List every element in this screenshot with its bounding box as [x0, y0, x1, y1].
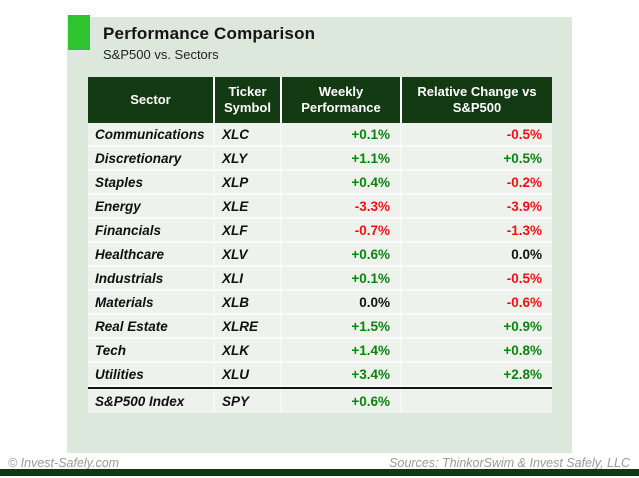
- ticker-symbol: XLB: [215, 291, 282, 313]
- relative-change-value: +0.8%: [402, 339, 552, 361]
- ticker-symbol: XLC: [215, 123, 282, 145]
- sector-name: Discretionary: [88, 147, 215, 169]
- weekly-performance-value: +0.4%: [282, 171, 402, 193]
- table-header-row: Sector Ticker Symbol Weekly Performance …: [88, 77, 552, 123]
- table-row: Discretionary XLY +1.1% +0.5%: [88, 147, 552, 171]
- table-row: Energy XLE -3.3% -3.9%: [88, 195, 552, 219]
- weekly-performance-value: -0.7%: [282, 219, 402, 241]
- relative-change-value: -0.6%: [402, 291, 552, 313]
- weekly-performance-value: +1.4%: [282, 339, 402, 361]
- sector-name: Tech: [88, 339, 215, 361]
- table-row: Staples XLP +0.4% -0.2%: [88, 171, 552, 195]
- table-row: Materials XLB 0.0% -0.6%: [88, 291, 552, 315]
- page-subtitle: S&P500 vs. Sectors: [103, 47, 219, 62]
- weekly-performance-value: +0.6%: [282, 389, 402, 413]
- sector-name: Materials: [88, 291, 215, 313]
- ticker-symbol: XLRE: [215, 315, 282, 337]
- sector-name: Communications: [88, 123, 215, 145]
- sector-name: Industrials: [88, 267, 215, 289]
- ticker-symbol: XLF: [215, 219, 282, 241]
- sector-name: Staples: [88, 171, 215, 193]
- performance-table: Sector Ticker Symbol Weekly Performance …: [88, 77, 552, 413]
- column-header-relative: Relative Change vs S&P500: [402, 77, 552, 123]
- relative-change-value: -1.3%: [402, 219, 552, 241]
- green-accent-square: [68, 15, 90, 50]
- relative-change-value: +2.8%: [402, 363, 552, 385]
- relative-change-value: [402, 389, 552, 413]
- ticker-symbol: XLU: [215, 363, 282, 385]
- table-row: Communications XLC +0.1% -0.5%: [88, 123, 552, 147]
- relative-change-value: -0.5%: [402, 267, 552, 289]
- relative-change-value: -3.9%: [402, 195, 552, 217]
- sector-name: Utilities: [88, 363, 215, 385]
- relative-change-value: -0.5%: [402, 123, 552, 145]
- weekly-performance-value: +1.5%: [282, 315, 402, 337]
- column-header-ticker: Ticker Symbol: [215, 77, 282, 123]
- sector-name: S&P500 Index: [88, 389, 215, 413]
- table-row-sp500-index: S&P500 Index SPY +0.6%: [88, 387, 552, 413]
- relative-change-value: +0.5%: [402, 147, 552, 169]
- sector-name: Energy: [88, 195, 215, 217]
- column-header-sector: Sector: [88, 77, 215, 123]
- sector-name: Real Estate: [88, 315, 215, 337]
- table-row: Tech XLK +1.4% +0.8%: [88, 339, 552, 363]
- ticker-symbol: SPY: [215, 389, 282, 413]
- weekly-performance-value: +3.4%: [282, 363, 402, 385]
- table-row: Industrials XLI +0.1% -0.5%: [88, 267, 552, 291]
- weekly-performance-value: 0.0%: [282, 291, 402, 313]
- ticker-symbol: XLY: [215, 147, 282, 169]
- sources-text: Sources: ThinkorSwim & Invest Safely, LL…: [389, 456, 630, 470]
- ticker-symbol: XLI: [215, 267, 282, 289]
- ticker-symbol: XLE: [215, 195, 282, 217]
- weekly-performance-value: +1.1%: [282, 147, 402, 169]
- copyright-text: © Invest-Safely.com: [8, 456, 120, 470]
- weekly-performance-value: +0.6%: [282, 243, 402, 265]
- column-header-weekly: Weekly Performance: [282, 77, 402, 123]
- relative-change-value: 0.0%: [402, 243, 552, 265]
- weekly-performance-value: -3.3%: [282, 195, 402, 217]
- sector-name: Financials: [88, 219, 215, 241]
- table-row: Financials XLF -0.7% -1.3%: [88, 219, 552, 243]
- ticker-symbol: XLP: [215, 171, 282, 193]
- bottom-bar: [0, 469, 639, 476]
- weekly-performance-value: +0.1%: [282, 267, 402, 289]
- sector-name: Healthcare: [88, 243, 215, 265]
- ticker-symbol: XLV: [215, 243, 282, 265]
- relative-change-value: -0.2%: [402, 171, 552, 193]
- table-row: Real Estate XLRE +1.5% +0.9%: [88, 315, 552, 339]
- page-title: Performance Comparison: [103, 24, 316, 43]
- weekly-performance-value: +0.1%: [282, 123, 402, 145]
- table-row: Utilities XLU +3.4% +2.8%: [88, 363, 552, 387]
- table-row: Healthcare XLV +0.6% 0.0%: [88, 243, 552, 267]
- relative-change-value: +0.9%: [402, 315, 552, 337]
- ticker-symbol: XLK: [215, 339, 282, 361]
